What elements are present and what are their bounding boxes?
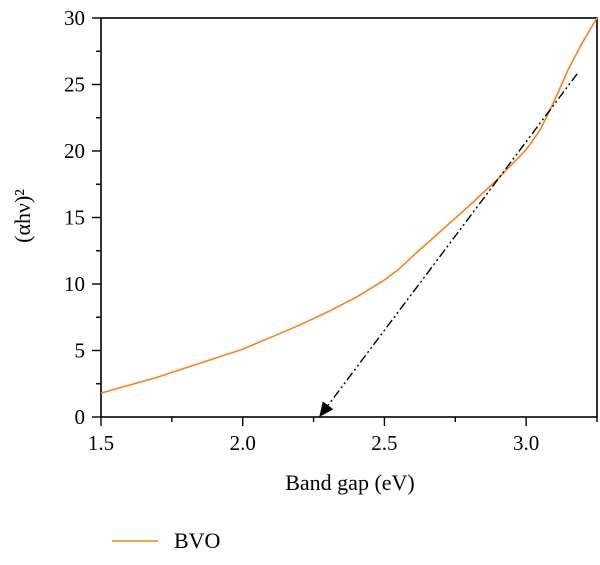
series-layer — [100, 17, 598, 418]
legend: BVO — [112, 528, 220, 553]
y-tick-label: 20 — [64, 139, 85, 163]
series-line-bvo — [100, 17, 598, 394]
y-tick-label: 15 — [64, 206, 85, 230]
y-axis-label: (αhν)² — [10, 189, 35, 243]
y-tick-label: 30 — [64, 6, 85, 30]
extrapolation-arrowhead — [319, 401, 334, 417]
legend-label-bvo: BVO — [174, 528, 220, 553]
x-axis-label: Band gap (eV) — [285, 470, 415, 495]
x-axis-ticks: 1.5 2.0 2.5 3.0 — [88, 417, 598, 455]
plot-border — [100, 17, 598, 418]
y-tick-label: 0 — [75, 405, 86, 429]
y-tick-label: 10 — [64, 272, 85, 296]
plot-frame — [100, 17, 598, 418]
x-tick-label: 3.0 — [513, 431, 539, 455]
y-axis-ticks: 0 5 10 15 20 25 30 — [64, 6, 101, 429]
x-tick-label: 2.0 — [230, 431, 256, 455]
x-tick-label: 2.5 — [371, 431, 397, 455]
x-tick-label: 1.5 — [88, 431, 114, 455]
y-tick-label: 5 — [75, 339, 86, 363]
extrapolation-line — [318, 73, 578, 418]
y-tick-label: 25 — [64, 73, 85, 97]
